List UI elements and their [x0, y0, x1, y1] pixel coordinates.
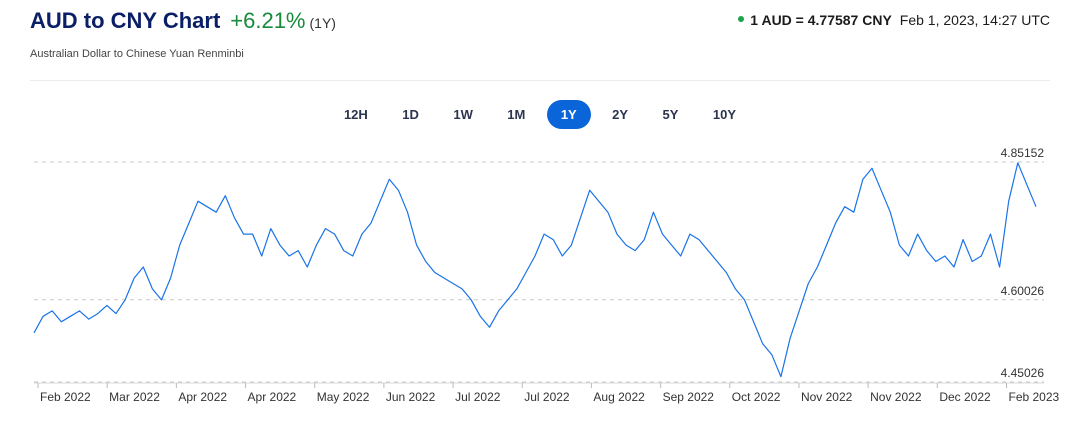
x-tick-label: Apr 2022	[248, 390, 297, 404]
percent-change: +6.21%	[230, 8, 306, 33]
live-dot-icon	[738, 16, 745, 23]
tab-2y[interactable]: 2Y	[612, 107, 629, 122]
x-tick-label: Sep 2022	[663, 390, 715, 404]
tab-10y[interactable]: 10Y	[712, 107, 737, 122]
x-tick-label: Oct 2022	[732, 390, 781, 404]
x-tick-label: Jun 2022	[386, 390, 436, 404]
current-rate: 1 AUD = 4.77587 CNY Feb 1, 2023, 14:27 UT…	[738, 12, 1050, 28]
exchange-rate-chart[interactable]: 4.85152 4.60026 4.45026 Feb 2022 Mar 2022 Apr…	[0, 140, 1080, 420]
header-divider	[30, 80, 1050, 81]
x-tick-label: Feb 2022	[40, 390, 91, 404]
x-tick-label: May 2022	[317, 390, 370, 404]
tab-1y[interactable]: 1Y	[546, 100, 591, 129]
range-tabs: 12H 1D 1W 1M 1Y 2Y 5Y 10Y	[0, 100, 1080, 129]
subtitle: Australian Dollar to Chinese Yuan Renmin…	[30, 48, 244, 60]
tab-12h[interactable]: 12H	[343, 107, 368, 122]
rate-text: 1 AUD = 4.77587 CNY	[750, 12, 892, 28]
x-tick-label: Feb 2023	[1008, 390, 1059, 404]
x-tick-label: Jul 2022	[524, 390, 570, 404]
y-tick-label: 4.60026	[1001, 284, 1045, 298]
tab-5y[interactable]: 5Y	[662, 107, 679, 122]
x-tick-label: Apr 2022	[178, 390, 227, 404]
x-tick-label: Nov 2022	[870, 390, 922, 404]
chart-header: AUD to CNY Chart +6.21% (1Y) Australian Do…	[30, 8, 1050, 68]
period-label: (1Y)	[309, 15, 336, 31]
x-tick-label: Jul 2022	[455, 390, 501, 404]
series-line	[33, 162, 1037, 378]
y-tick-label: 4.45026	[1001, 366, 1045, 380]
tab-1w[interactable]: 1W	[453, 107, 473, 122]
page-title: AUD to CNY Chart	[30, 8, 221, 33]
tab-1d[interactable]: 1D	[402, 107, 419, 122]
title-row: AUD to CNY Chart +6.21% (1Y)	[30, 8, 336, 34]
y-tick-label: 4.85152	[1001, 146, 1045, 160]
x-tick-label: Mar 2022	[109, 390, 160, 404]
x-tick-label: Nov 2022	[801, 390, 853, 404]
rate-timestamp: Feb 1, 2023, 14:27 UTC	[899, 12, 1050, 28]
x-tick-label: Dec 2022	[939, 390, 991, 404]
tab-1m[interactable]: 1M	[507, 107, 526, 122]
x-tick-label: Aug 2022	[593, 390, 645, 404]
